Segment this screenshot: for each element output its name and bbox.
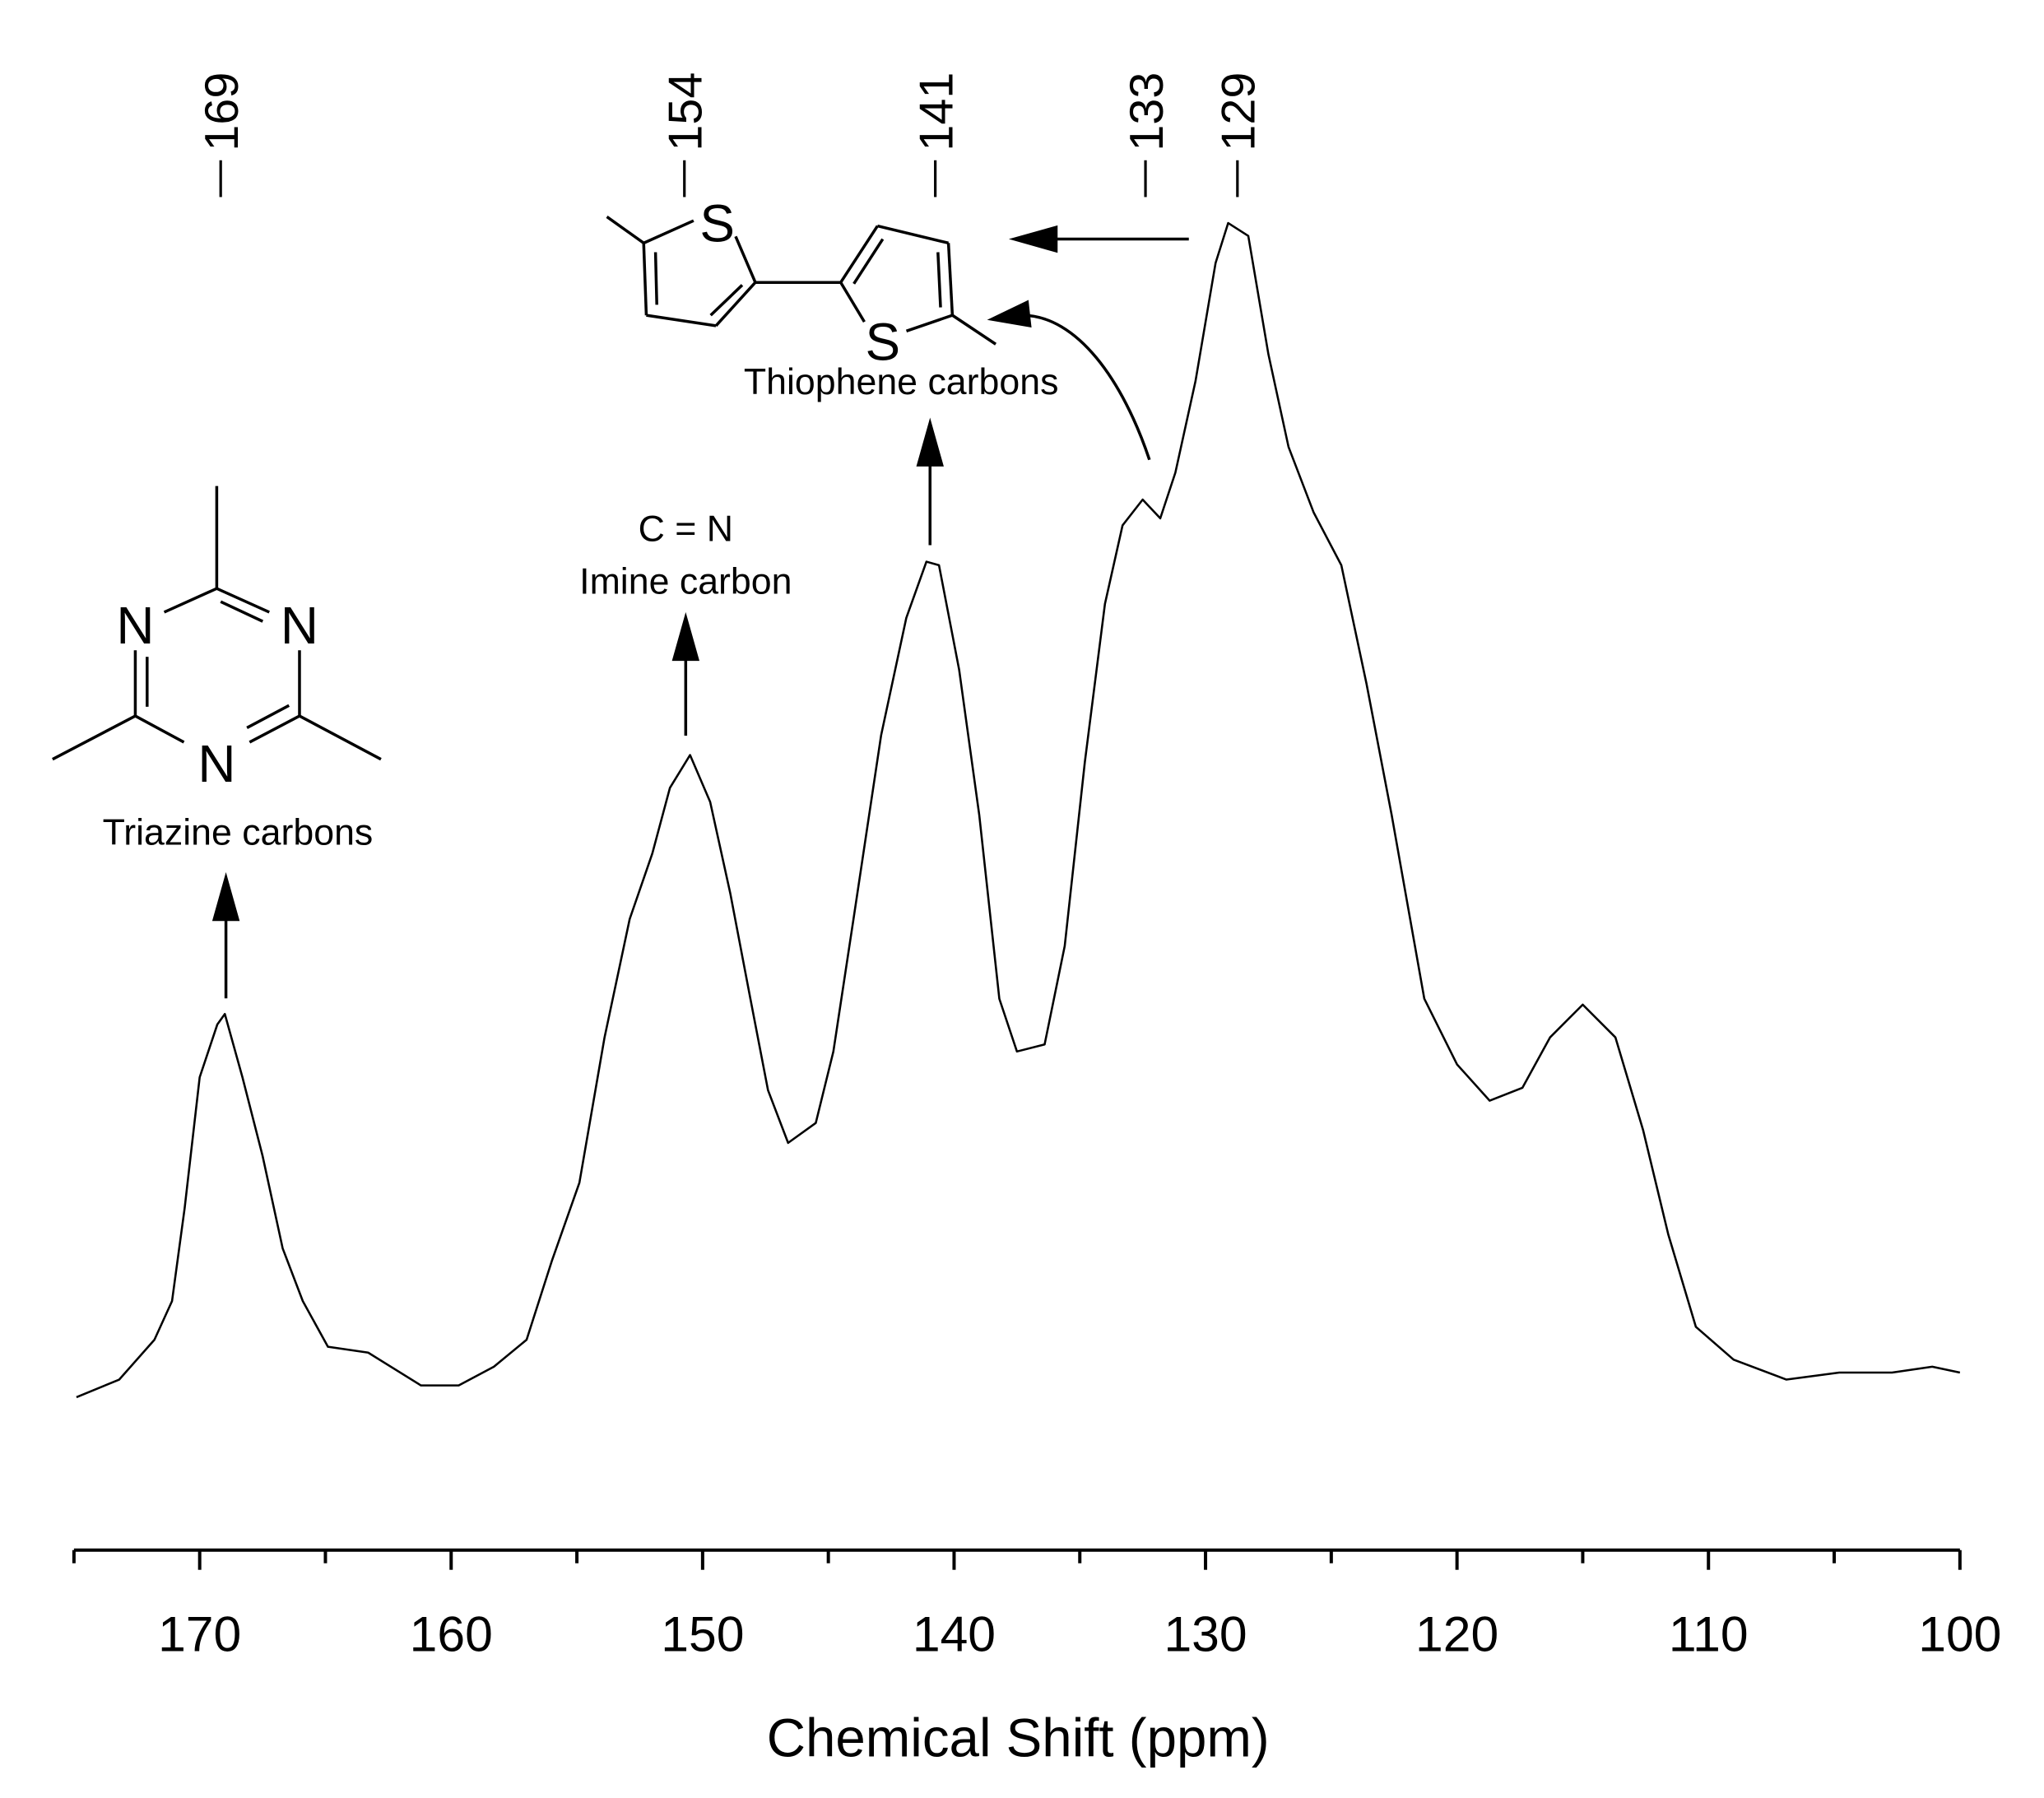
peak-label: 141 bbox=[910, 72, 963, 151]
triazine-structure: N N N bbox=[52, 486, 382, 793]
x-tick-label: 120 bbox=[1415, 1606, 1498, 1662]
x-tick-label: 140 bbox=[913, 1606, 996, 1662]
annotation: Thiophene carbons bbox=[744, 362, 1059, 402]
thiophene-structure: S S bbox=[606, 194, 997, 371]
x-tick-label: 150 bbox=[661, 1606, 744, 1662]
annotation: Imine carbon bbox=[579, 562, 792, 602]
x-tick-label: 160 bbox=[410, 1606, 493, 1662]
annotation: Triazine carbons bbox=[103, 812, 374, 853]
x-tick-label: 130 bbox=[1164, 1606, 1247, 1662]
annotation: C = N bbox=[639, 509, 733, 550]
x-axis-title: Chemical Shift (ppm) bbox=[767, 1707, 1270, 1768]
atom-label: N bbox=[281, 596, 318, 655]
atom-label: S bbox=[699, 194, 735, 253]
spectrum-line bbox=[76, 221, 1961, 1399]
atom-label: S bbox=[865, 312, 900, 371]
peak-label: 129 bbox=[1213, 72, 1266, 151]
peak-label: 154 bbox=[659, 72, 712, 151]
x-tick-label: 170 bbox=[158, 1606, 241, 1662]
peak-label: 169 bbox=[196, 72, 249, 151]
arrows bbox=[211, 225, 1189, 999]
peak-label: 133 bbox=[1121, 72, 1173, 151]
x-tick-label: 110 bbox=[1669, 1606, 1749, 1662]
atom-label: N bbox=[197, 734, 235, 793]
x-tick-label: 100 bbox=[1918, 1606, 2001, 1662]
atom-label: N bbox=[116, 596, 154, 655]
